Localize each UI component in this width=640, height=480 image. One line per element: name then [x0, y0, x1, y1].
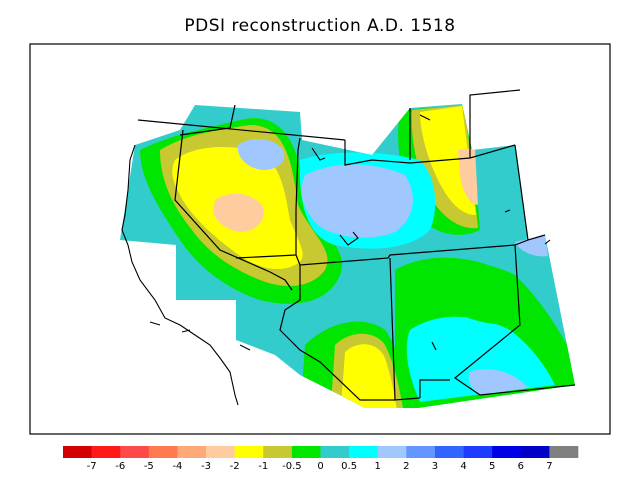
dry-peak-montana: [458, 148, 478, 205]
legend-labels: -7 -6 -5 -4 -3 -2 -1 -0.5 0 0.5 1 2 3 4 5 6 7: [87, 461, 553, 472]
wet-zone-new-mexico-inner: [468, 369, 528, 395]
legend-label: 6: [518, 461, 524, 472]
legend-label: 4: [460, 461, 466, 472]
legend-swatch: [263, 446, 293, 458]
dry-peak-nevada: [213, 193, 264, 232]
legend-label: -5: [144, 461, 154, 472]
wet-zone-utah: [301, 164, 413, 238]
dry-core-montana: [420, 106, 476, 215]
legend-swatch: [291, 446, 321, 458]
wet-zone-idaho: [237, 138, 285, 170]
legend-swatch: [463, 446, 493, 458]
dry-core-arizona: [340, 344, 398, 408]
legend-swatch: [434, 446, 464, 458]
legend-label: -4: [172, 461, 182, 472]
legend-label: 3: [432, 461, 438, 472]
legend-swatch: [349, 446, 379, 458]
legend-label: -7: [87, 461, 97, 472]
legend-swatch: [234, 446, 264, 458]
legend-label: 7: [546, 461, 552, 472]
legend-swatch: [549, 446, 579, 458]
legend-swatch: [177, 446, 207, 458]
legend-label: -3: [201, 461, 211, 472]
legend-swatches: [63, 446, 579, 458]
legend-label: 1: [375, 461, 381, 472]
map-frame: [29, 43, 611, 435]
legend-swatch: [377, 446, 407, 458]
legend-swatch: [320, 446, 350, 458]
green-zone-south: [426, 262, 531, 325]
coastline: [121, 114, 551, 406]
legend-swatch: [148, 446, 178, 458]
pdsi-field: [120, 104, 575, 408]
legend-swatch: [63, 446, 92, 458]
legend-label: 5: [489, 461, 495, 472]
legend-swatch: [406, 446, 436, 458]
legend-swatch: [492, 446, 522, 458]
legend-label: 0.5: [341, 461, 357, 472]
legend-label: -0.5: [282, 461, 302, 472]
legend-label: -6: [115, 461, 125, 472]
legend-label: -1: [258, 461, 268, 472]
legend-swatch: [206, 446, 235, 458]
map-title: PDSI reconstruction A.D. 1518: [184, 16, 456, 36]
legend-label: -2: [230, 461, 240, 472]
state-borders: [137, 89, 576, 401]
legend-swatch: [91, 446, 121, 458]
wet-zone-ne-corner: [515, 235, 548, 257]
legend-label: 2: [403, 461, 409, 472]
legend-swatch: [120, 446, 150, 458]
legend-swatch: [520, 446, 550, 458]
legend-label: 0: [317, 461, 323, 472]
